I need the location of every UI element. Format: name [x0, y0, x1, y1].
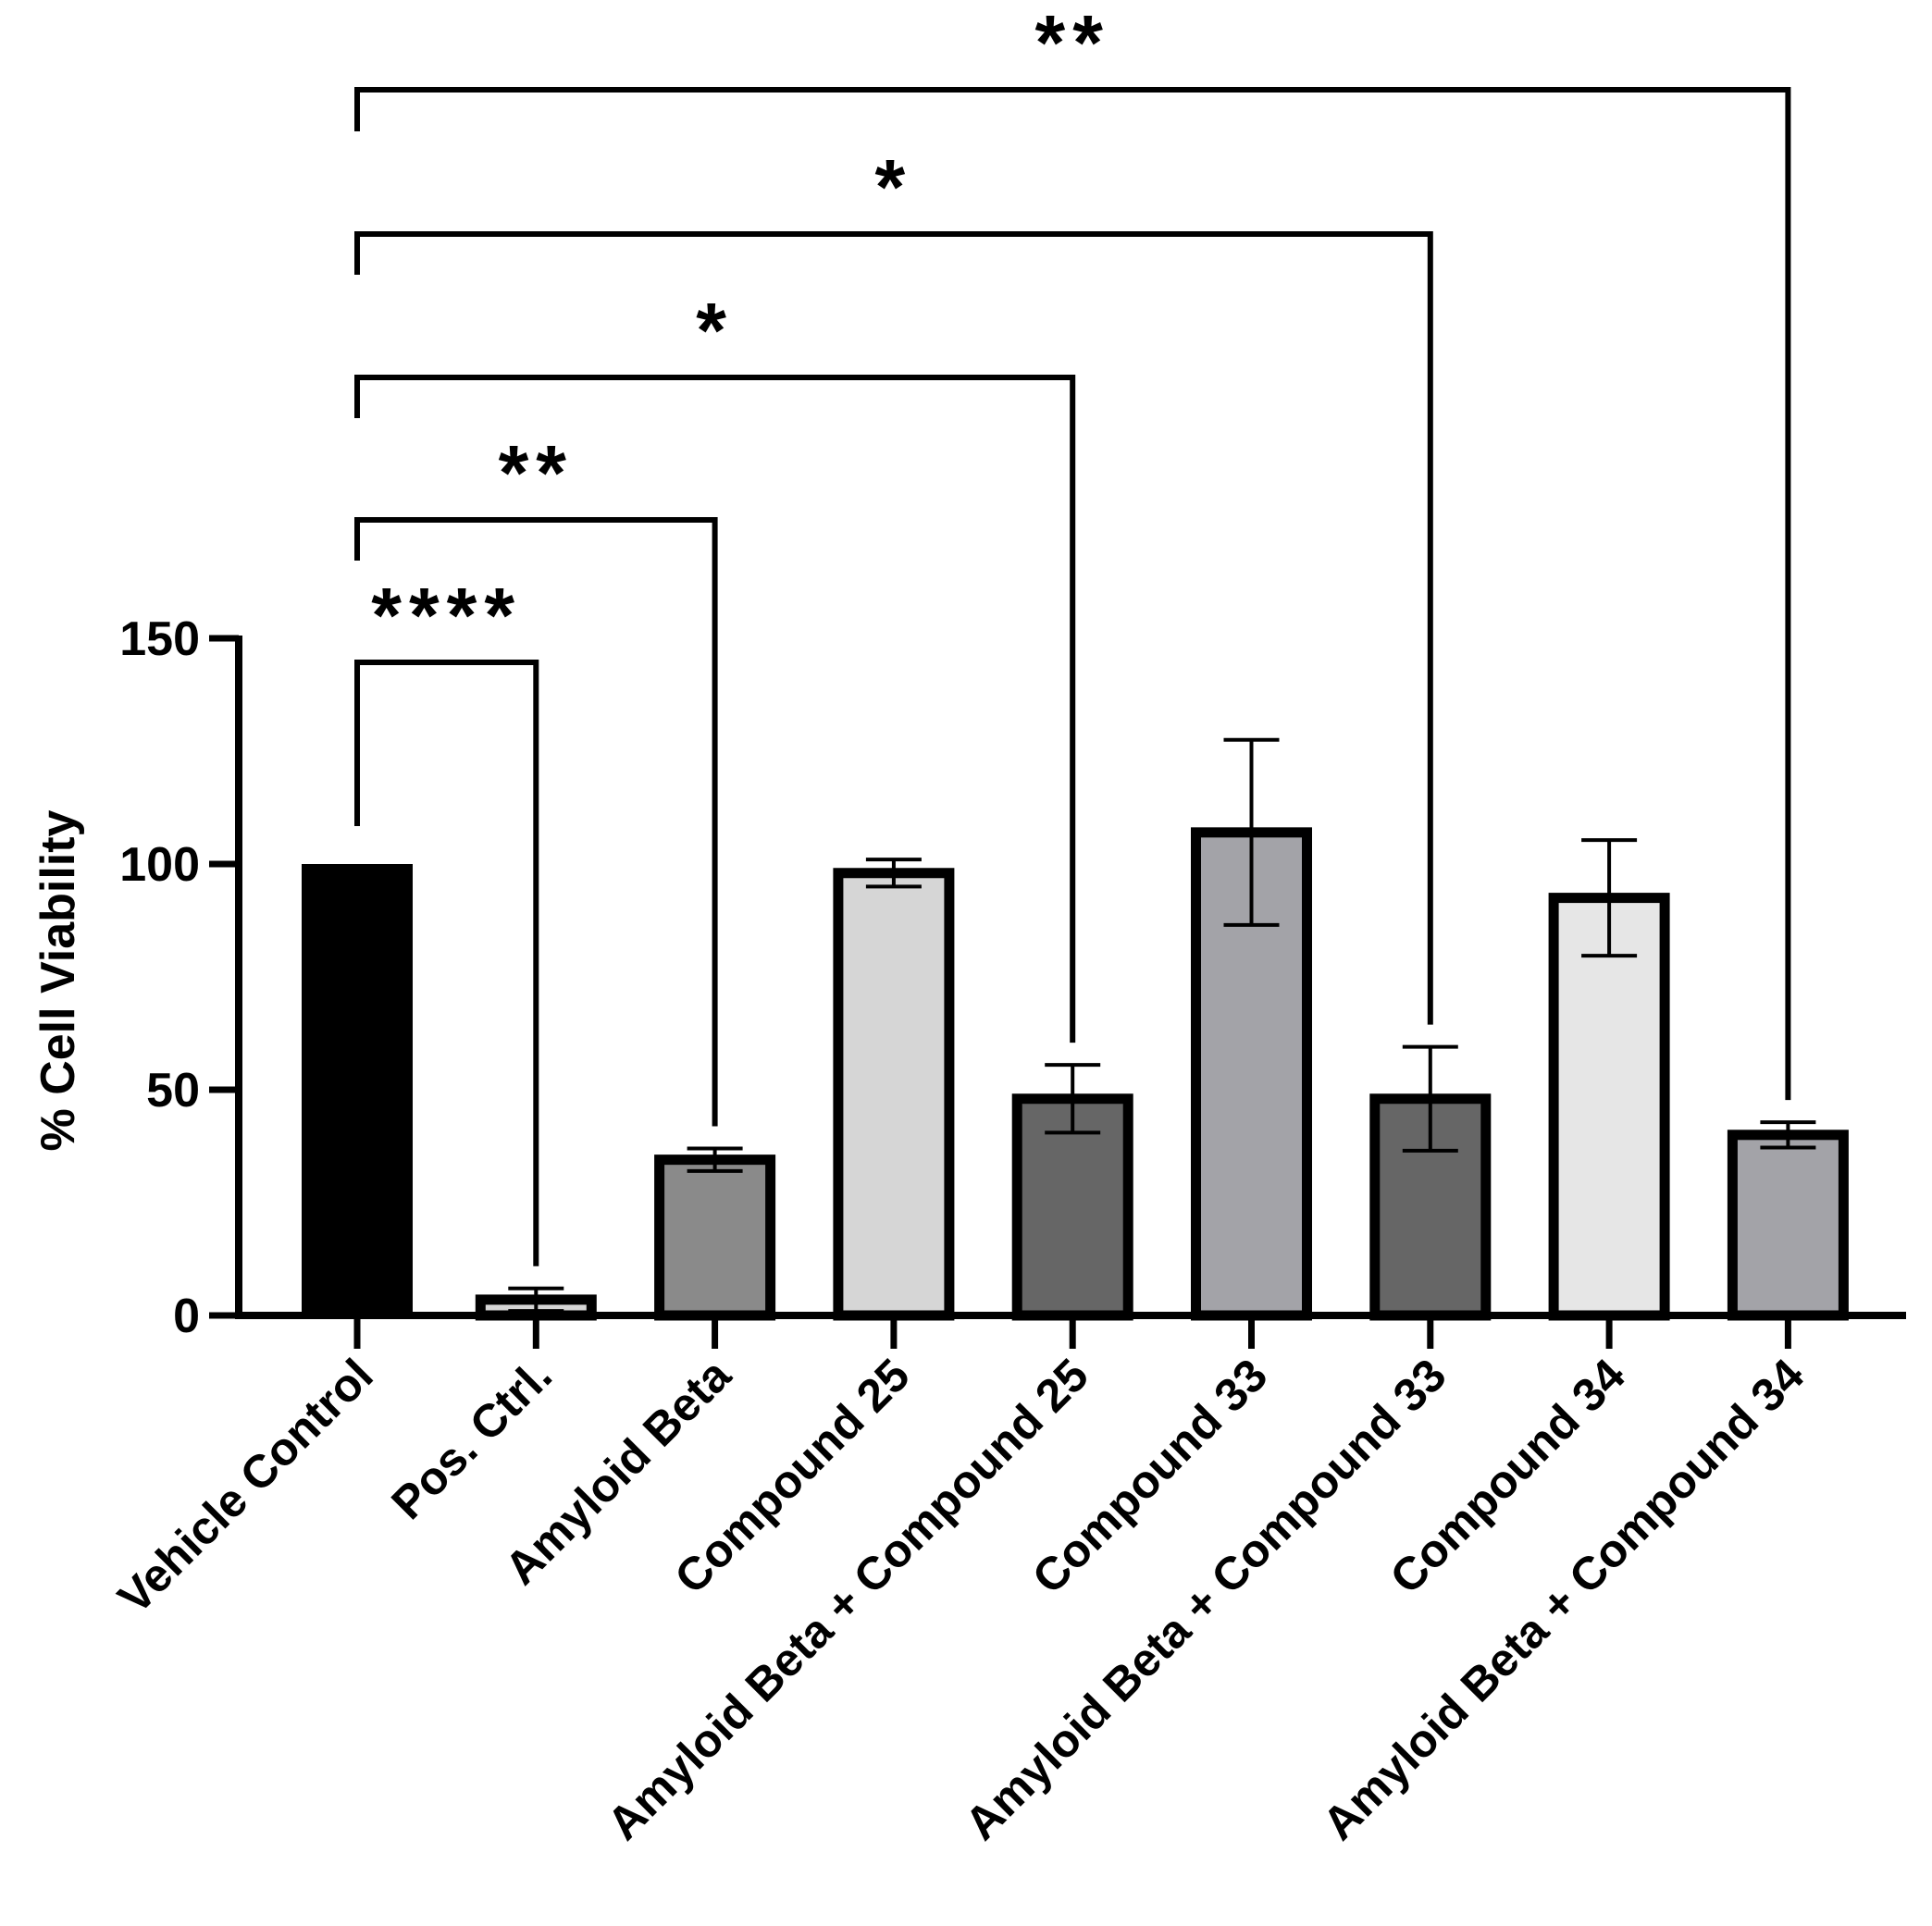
axes-group — [209, 635, 1906, 1349]
y-tick-label: 150 — [119, 612, 200, 666]
significance-stars: * — [696, 287, 734, 374]
x-category-label: Vehicle Control — [108, 1349, 383, 1624]
bar — [302, 864, 413, 1315]
bar — [1727, 1130, 1849, 1321]
y-tick-label: 0 — [173, 1290, 200, 1343]
significance-bracket — [354, 87, 1791, 1101]
y-axis-title: % Cell Viability — [31, 809, 85, 1151]
y-tick-label: 100 — [119, 838, 200, 892]
significance-bracket — [354, 231, 1433, 1025]
bars-group — [302, 737, 1849, 1321]
bar — [833, 868, 955, 1321]
significance-stars: ** — [499, 429, 574, 516]
significance-stars: ** — [1035, 0, 1110, 86]
bar — [1548, 893, 1670, 1321]
significance-stars: **** — [371, 572, 522, 659]
significance-stars: * — [875, 143, 913, 230]
bar — [654, 1154, 776, 1321]
significance-bracket — [354, 660, 539, 1266]
y-tick-label: 50 — [146, 1064, 200, 1117]
significance-bracket — [354, 375, 1076, 1043]
significance-bracket — [354, 517, 718, 1127]
significance-brackets: ********** — [354, 0, 1791, 1266]
x-category-label: Pos. Ctrl. — [381, 1349, 562, 1529]
